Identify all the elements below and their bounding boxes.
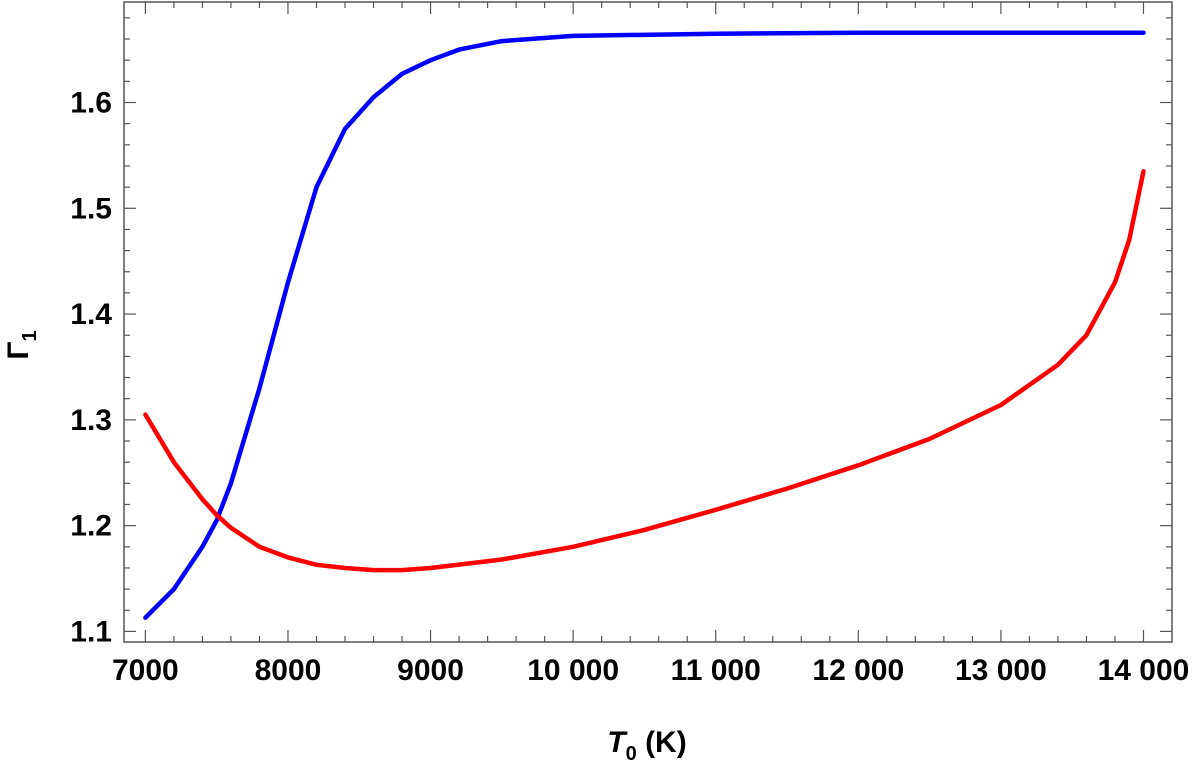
y-tick-label: 1.5 (70, 192, 112, 225)
x-tick-label: 14 000 (1098, 654, 1190, 687)
x-tick-label: 12 000 (812, 654, 904, 687)
y-tick-label: 1.1 (70, 615, 112, 648)
x-axis-label: T0 (K) (607, 726, 686, 765)
y-tick-label: 1.3 (70, 404, 112, 437)
x-tick-label: 10 000 (527, 654, 619, 687)
series-line-1 (143, 30, 1146, 620)
x-tick-label: 9000 (397, 654, 464, 687)
x-tick-label: 7000 (112, 654, 179, 687)
y-tick-label: 1.2 (70, 510, 112, 543)
series-line-2 (143, 169, 1146, 573)
y-tick-label: 1.6 (70, 86, 112, 119)
plot-series (143, 30, 1146, 620)
axis-ticks (124, 2, 1172, 642)
x-tick-label: 8000 (255, 654, 322, 687)
x-tick-label: 11 000 (671, 654, 761, 687)
y-tick-labels: 1.1 1.2 1.3 1.4 1.5 1.6 (70, 86, 112, 648)
plot-frame (123, 1, 1173, 643)
y-tick-label: 1.4 (70, 298, 112, 331)
x-tick-labels: 7000 8000 9000 10 000 11 000 12 000 13 000 14 0… (112, 654, 1189, 687)
y-axis-label: Γ1 (2, 330, 41, 359)
x-tick-label: 13 000 (955, 654, 1047, 687)
